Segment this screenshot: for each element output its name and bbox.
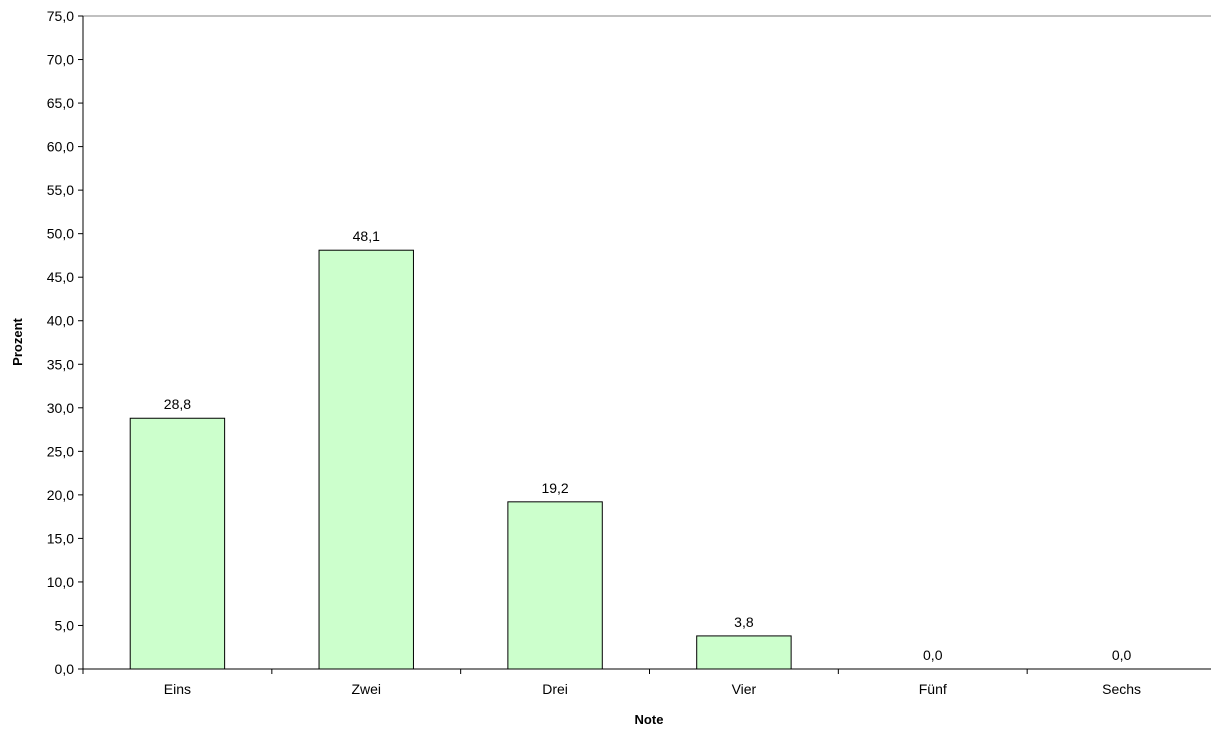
x-category-label: Sechs (1102, 681, 1141, 697)
y-tick-label: 60,0 (47, 139, 74, 155)
plot-frame (83, 15, 1211, 17)
bar-vier (696, 635, 792, 670)
y-tick-label: 45,0 (47, 269, 74, 285)
y-tick-label: 5,0 (55, 617, 75, 633)
y-tick-label: 0,0 (55, 661, 75, 677)
data-label: 48,1 (353, 228, 380, 244)
x-axis-title: Note (635, 712, 664, 727)
data-label: 0,0 (1112, 647, 1132, 663)
y-tick-label: 15,0 (47, 530, 74, 546)
y-axis-title: Prozent (10, 317, 25, 365)
y-tick-label: 25,0 (47, 443, 74, 459)
bar-drei (507, 501, 603, 670)
y-tick-label: 65,0 (47, 95, 74, 111)
x-category-label: Vier (732, 681, 757, 697)
y-tick-label: 70,0 (47, 52, 74, 68)
x-category-label: Zwei (351, 681, 381, 697)
y-tick-label: 75,0 (47, 8, 74, 24)
y-tick-label: 40,0 (47, 313, 74, 329)
y-tick-label: 35,0 (47, 356, 74, 372)
bar-zwei (318, 249, 414, 670)
y-tick-label: 55,0 (47, 182, 74, 198)
bar-eins (129, 417, 226, 670)
bars-layer (129, 249, 792, 670)
data-label: 3,8 (734, 614, 754, 630)
labels-layer: 0,0 5,0 10,0 15,0 20,0 25,0 30,0 35,0 40,0 45,0 50… (47, 8, 1141, 697)
data-label: 0,0 (923, 647, 943, 663)
axes-layer (78, 15, 1211, 674)
x-category-label: Eins (164, 681, 191, 697)
y-tick-label: 50,0 (47, 226, 74, 242)
y-tick-label: 10,0 (47, 574, 74, 590)
y-tick-label: 20,0 (47, 487, 74, 503)
x-category-label: Fünf (919, 681, 947, 697)
y-tick-label: 30,0 (47, 400, 74, 416)
data-label: 28,8 (164, 396, 191, 412)
data-label: 19,2 (541, 480, 568, 496)
x-category-label: Drei (542, 681, 568, 697)
